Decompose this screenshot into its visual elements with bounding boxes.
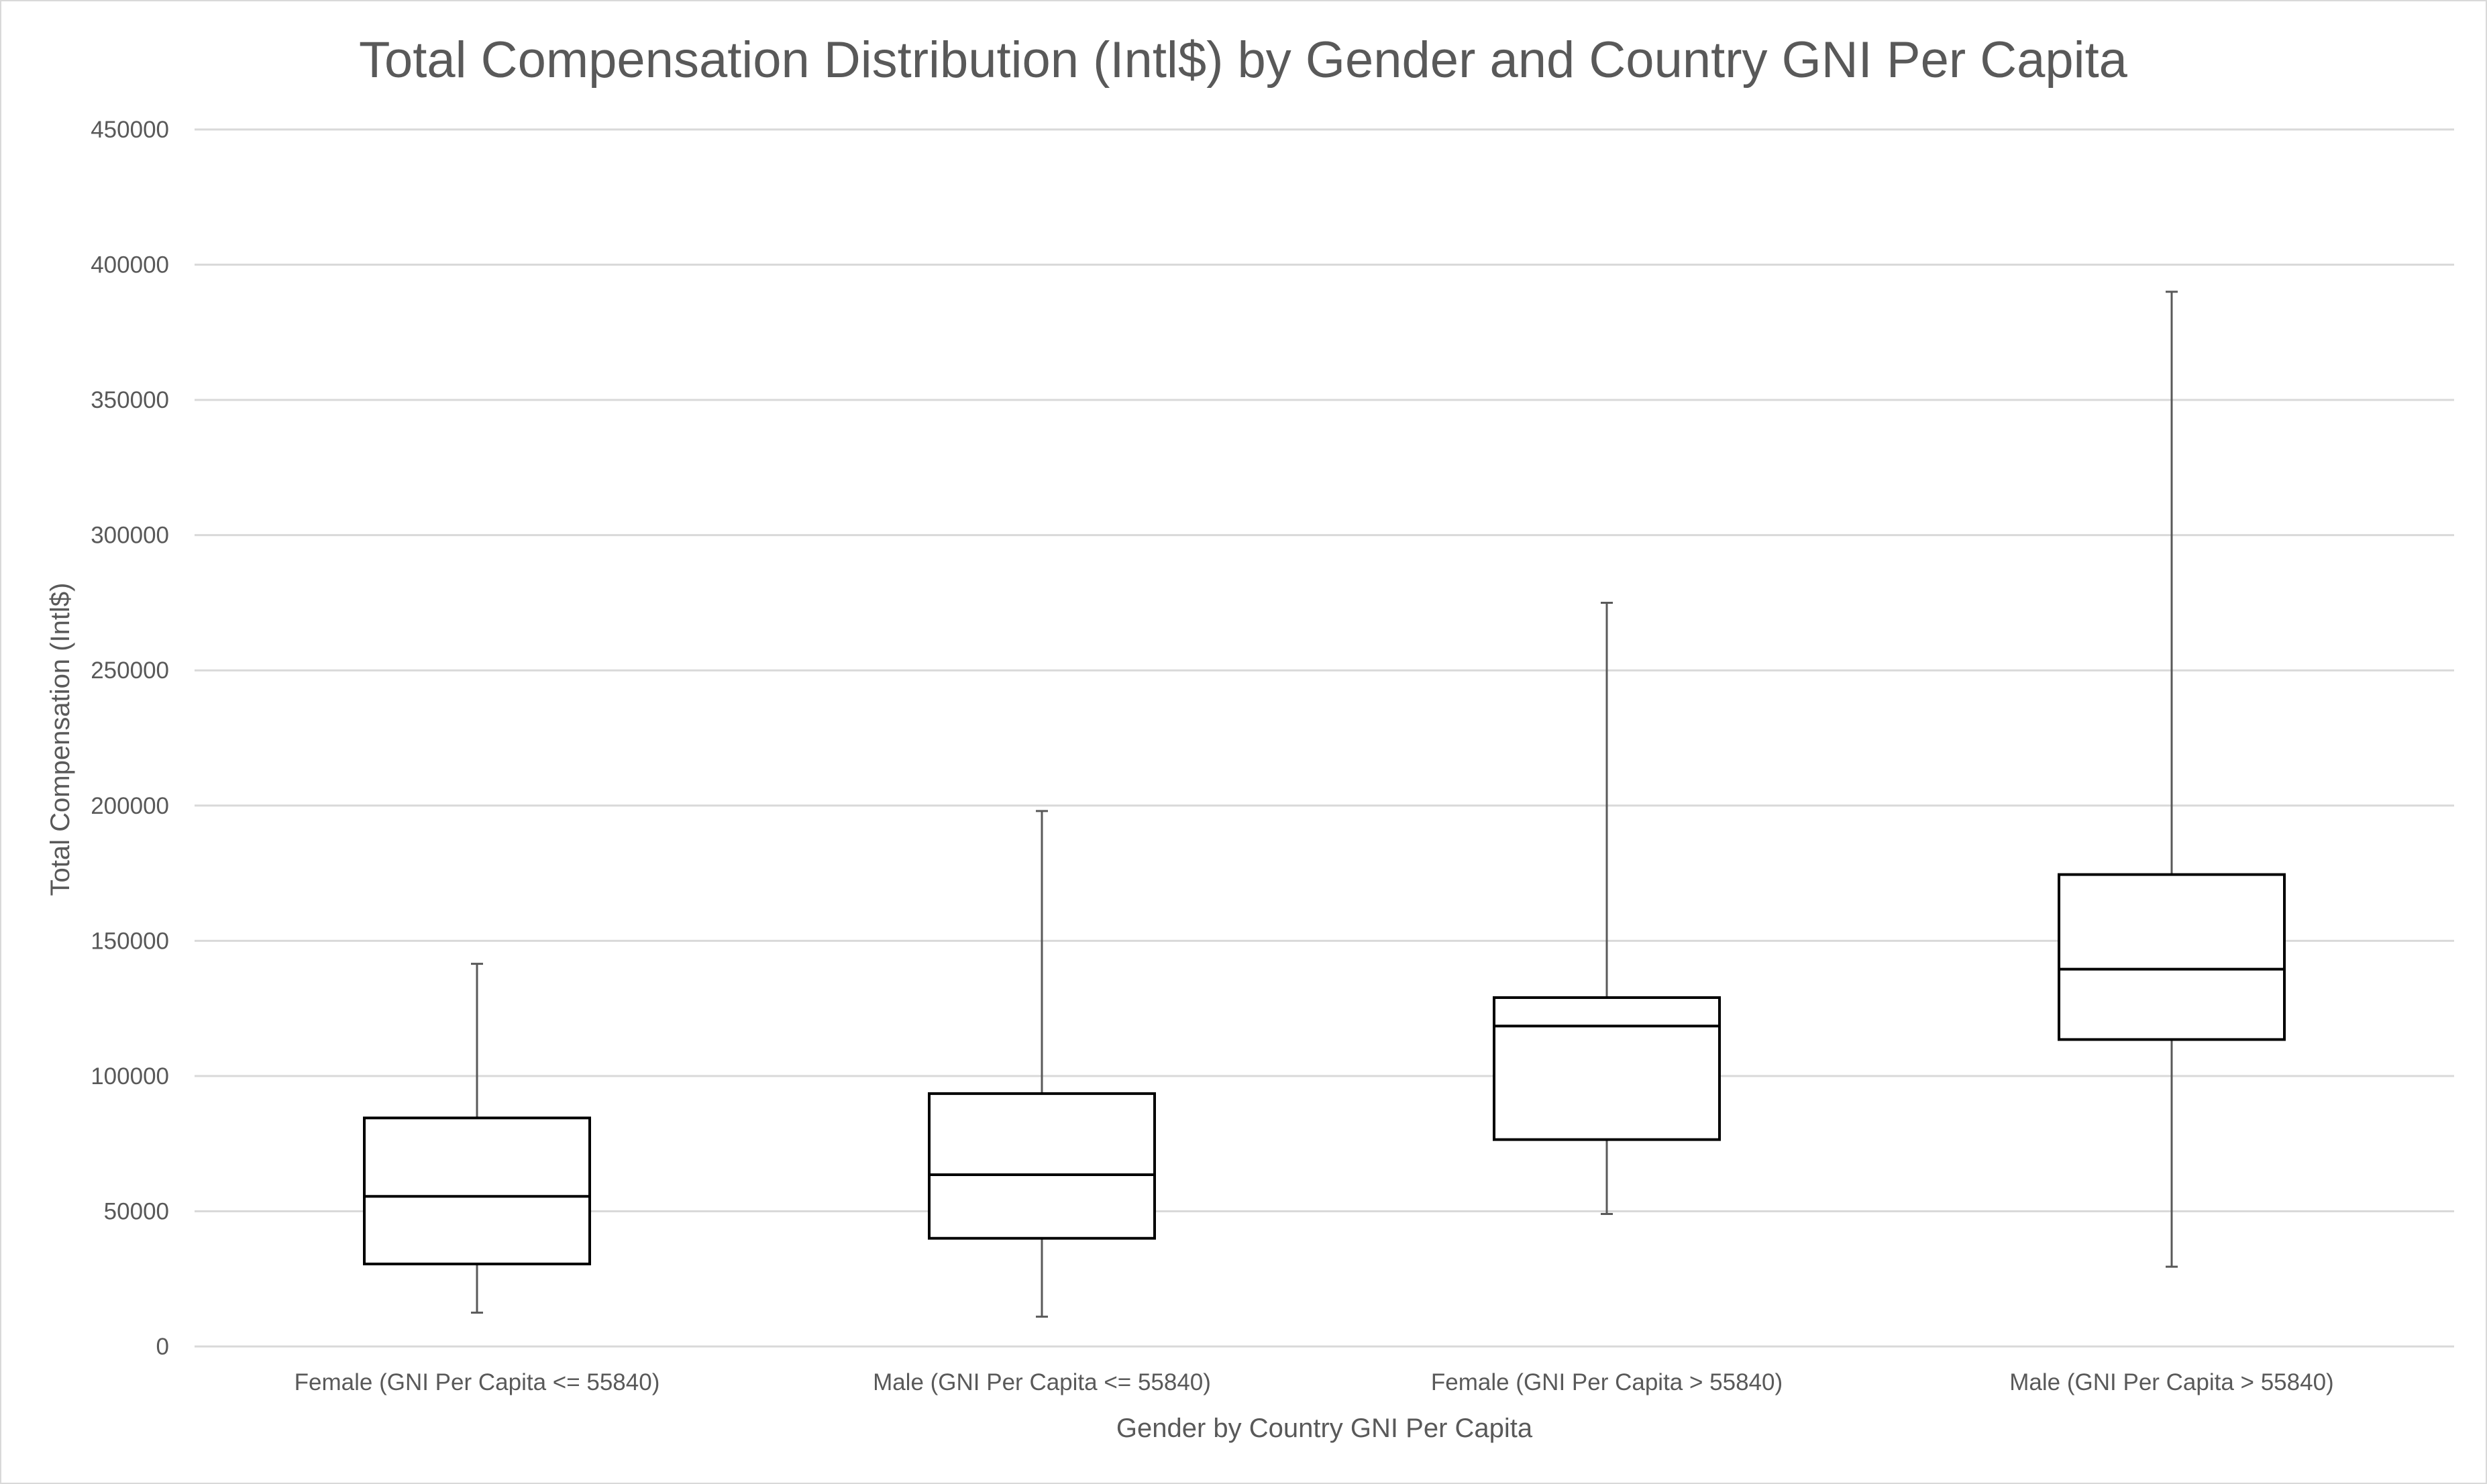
box-4 <box>2058 290 2286 1268</box>
chart-title: Total Compensation Distribution (Intl$) … <box>359 32 2128 89</box>
box-3 <box>1493 601 1721 1215</box>
y-tick-label: 100000 <box>91 1063 169 1090</box>
y-tick-label: 350000 <box>91 387 169 413</box>
x-axis-tick-labels: Female (GNI Per Capita <= 55840) Male (GN… <box>295 1369 2334 1395</box>
x-axis-title: Gender by Country GNI Per Capita <box>1116 1414 1533 1443</box>
x-tick-label: Female (GNI Per Capita > 55840) <box>1431 1369 1783 1395</box>
y-tick-label: 50000 <box>104 1198 169 1224</box>
y-tick-label: 450000 <box>91 117 169 143</box>
box-series <box>363 290 2286 1318</box>
iqr-box <box>363 1116 591 1266</box>
y-tick-label: 300000 <box>91 523 169 549</box>
x-tick-label: Female (GNI Per Capita <= 55840) <box>295 1369 660 1395</box>
y-tick-label: 150000 <box>91 928 169 954</box>
x-tick-label: Male (GNI Per Capita > 55840) <box>2009 1369 2333 1395</box>
y-tick-label: 0 <box>156 1334 169 1360</box>
box-2 <box>928 810 1156 1318</box>
y-axis-title: Total Compensation (Intl$) <box>46 583 75 896</box>
box-1 <box>363 963 591 1314</box>
y-axis-tick-labels: 0 50000 100000 150000 200000 250000 300000 3500… <box>91 117 169 1360</box>
y-tick-label: 250000 <box>91 657 169 684</box>
iqr-box <box>1493 996 1721 1141</box>
y-tick-label: 200000 <box>91 793 169 819</box>
iqr-box <box>928 1092 1156 1240</box>
iqr-box <box>2058 873 2286 1041</box>
y-tick-label: 400000 <box>91 252 169 278</box>
x-tick-label: Male (GNI Per Capita <= 55840) <box>873 1369 1211 1395</box>
